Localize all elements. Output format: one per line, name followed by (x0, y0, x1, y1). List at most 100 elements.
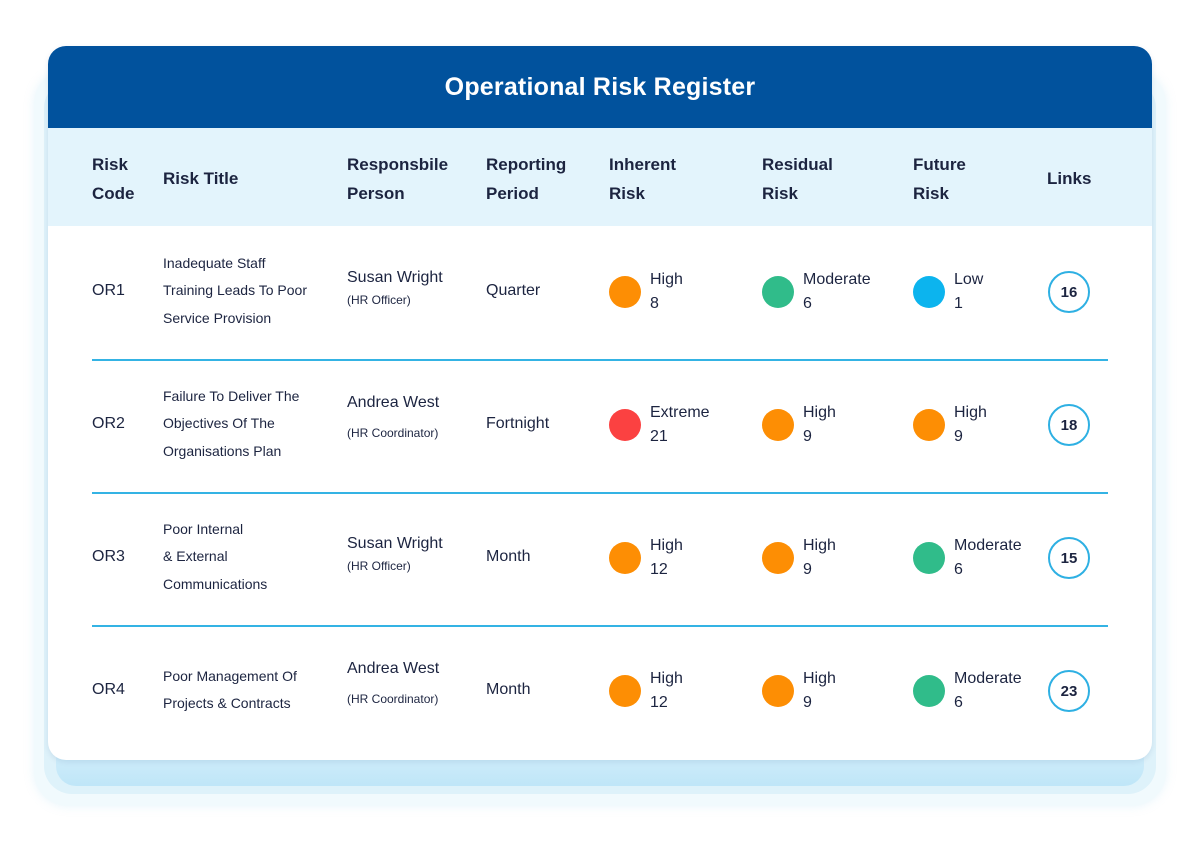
future-risk: High 9 (913, 401, 987, 449)
column-header-line: Code (92, 184, 135, 203)
risk-score: 9 (803, 561, 812, 578)
column-header-line: Residual (762, 155, 833, 174)
row-divider (92, 359, 1108, 361)
future-risk: Moderate 6 (913, 534, 1022, 582)
row-divider (92, 625, 1108, 627)
person-name: Susan Wright (347, 535, 443, 552)
column-header-row: Risk Code Risk Title Responsbile Person Repor… (48, 128, 1152, 226)
page-title: Operational Risk Register (444, 72, 756, 101)
risk-level-dot (913, 542, 945, 574)
risk-level-text: Low 1 (954, 268, 983, 316)
person-role: (HR Coordinator) (347, 692, 439, 706)
risk-score: 21 (650, 428, 668, 445)
column-header-line: Reporting (486, 155, 567, 174)
risk-level-text: High 8 (650, 268, 683, 316)
risk-level: Moderate (803, 271, 871, 288)
risk-code: OR3 (92, 548, 125, 565)
person-role: (HR Coordinator) (347, 426, 439, 440)
inherent-risk: High 12 (609, 667, 683, 715)
risk-level-text: High 9 (803, 667, 836, 715)
risk-level-dot (913, 409, 945, 441)
risk-title: Failure To Deliver The Objectives Of The O… (163, 383, 333, 466)
table-row: OR4 Poor Management Of Projects & Contract… (48, 625, 1152, 758)
risk-level: Moderate (954, 537, 1022, 554)
risk-level-text: Moderate 6 (954, 667, 1022, 715)
risk-level: High (803, 670, 836, 687)
links-count-button[interactable]: 23 (1048, 670, 1090, 712)
risk-score: 12 (650, 561, 668, 578)
column-header-person: Responsbile Person (347, 150, 448, 208)
residual-risk: High 9 (762, 401, 836, 449)
risk-level: Low (954, 271, 984, 288)
column-header-residual: Residual Risk (762, 150, 833, 208)
risk-score: 1 (954, 295, 963, 312)
risk-level-dot (762, 276, 794, 308)
risk-title: Inadequate Staff Training Leads To Poor Se… (163, 250, 333, 333)
risk-score: 12 (650, 694, 668, 711)
risk-level-dot (609, 276, 641, 308)
column-header-line: Risk Title (163, 169, 239, 188)
links-count-button[interactable]: 15 (1048, 537, 1090, 579)
risk-level-text: High 9 (803, 401, 836, 449)
reporting-period: Month (486, 681, 531, 698)
column-header-line: Period (486, 184, 539, 203)
person-role: (HR Officer) (347, 293, 411, 307)
links-count-button[interactable]: 18 (1048, 404, 1090, 446)
links-count-button[interactable]: 16 (1048, 271, 1090, 313)
risk-level-dot (762, 675, 794, 707)
column-header-line: Risk (762, 184, 798, 203)
risk-table-body: OR1 Inadequate Staff Training Leads To Poo… (48, 226, 1152, 758)
risk-level-dot (609, 542, 641, 574)
responsible-person: Andrea West (HR Coordinator) (347, 660, 439, 706)
residual-risk: Moderate 6 (762, 268, 871, 316)
risk-level: High (803, 537, 836, 554)
column-header-line: Responsbile (347, 155, 449, 174)
risk-title-line: Training Leads To Poor (163, 282, 307, 299)
inherent-risk: High 8 (609, 268, 683, 316)
column-header-future: Future Risk (913, 150, 966, 208)
risk-title-line: Projects & Contracts (163, 695, 291, 711)
risk-score: 6 (954, 561, 963, 578)
risk-level-dot (762, 409, 794, 441)
row-divider (92, 492, 1108, 494)
risk-title-line: Inadequate Staff (163, 254, 266, 271)
risk-score: 9 (954, 428, 963, 445)
risk-level-text: High 9 (954, 401, 987, 449)
risk-score: 6 (803, 295, 812, 312)
column-header-line: Links (1047, 169, 1092, 188)
risk-level-text: Moderate 6 (954, 534, 1022, 582)
responsible-person: Susan Wright (HR Officer) (347, 269, 443, 307)
risk-level-text: High 9 (803, 534, 836, 582)
column-header-title: Risk Title (163, 164, 238, 193)
inherent-risk: Extreme 21 (609, 401, 710, 449)
column-header-line: Risk (913, 184, 949, 203)
column-header-line: Person (347, 184, 405, 203)
risk-score: 8 (650, 295, 659, 312)
risk-level: High (954, 404, 987, 421)
risk-level-dot (762, 542, 794, 574)
risk-score: 6 (954, 694, 963, 711)
reporting-period: Month (486, 548, 531, 565)
risk-level-text: High 12 (650, 534, 683, 582)
risk-title-line: Failure To Deliver The (163, 387, 300, 404)
table-row: OR1 Inadequate Staff Training Leads To Poo… (48, 226, 1152, 361)
residual-risk: High 9 (762, 534, 836, 582)
future-risk: Low 1 (913, 268, 983, 316)
person-role: (HR Officer) (347, 559, 411, 573)
column-header-line: Future (913, 155, 966, 174)
responsible-person: Andrea West (HR Coordinator) (347, 394, 439, 440)
risk-code: OR4 (92, 681, 125, 698)
risk-level-dot (913, 675, 945, 707)
risk-title: Poor Internal & External Communications (163, 516, 333, 599)
responsible-person: Susan Wright (HR Officer) (347, 535, 443, 573)
risk-level-text: High 12 (650, 667, 683, 715)
risk-code: OR2 (92, 415, 125, 432)
risk-level-dot (609, 675, 641, 707)
column-header-line: Risk (609, 184, 645, 203)
risk-title-line: Organisations Plan (163, 442, 282, 459)
table-row: OR3 Poor Internal & External Communications… (48, 492, 1152, 627)
risk-title-line: Poor Internal (163, 520, 244, 537)
person-name: Susan Wright (347, 269, 443, 286)
risk-title-line: Service Provision (163, 309, 272, 326)
